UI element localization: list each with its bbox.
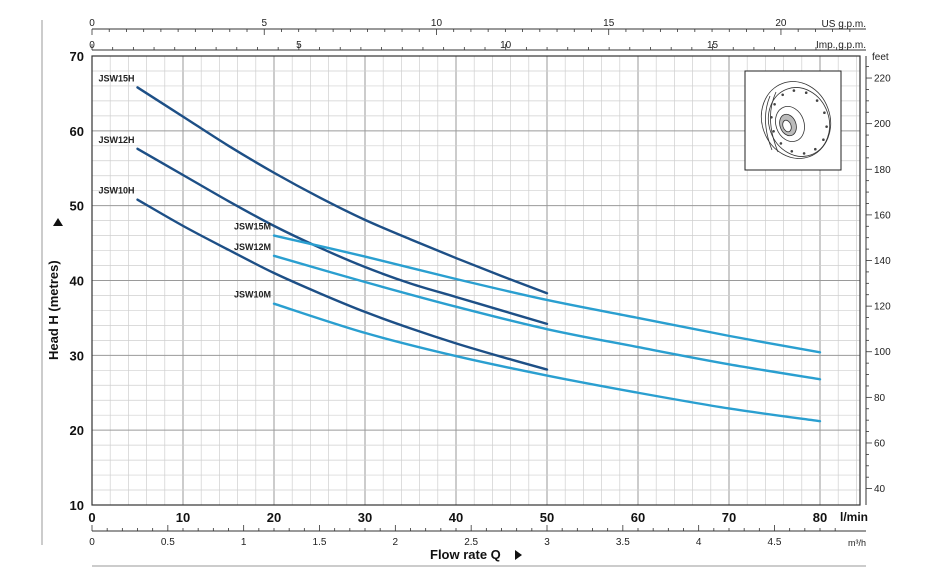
bolt-hole xyxy=(822,138,825,141)
series-label-jsw12m: JSW12M xyxy=(234,242,271,252)
m3h-tick-label: 0.5 xyxy=(161,537,175,548)
bolt-hole xyxy=(823,111,826,114)
bolt-hole xyxy=(814,147,817,151)
x-tick-label: 0 xyxy=(88,510,95,525)
top-flow-axes: 0 5 10 15 20 0 5 10 15 US g.p.m. Imp. g.p.m. xyxy=(89,18,866,51)
x-tick-label: 60 xyxy=(631,510,645,525)
bolt-hole xyxy=(781,93,784,97)
series-label-jsw10h: JSW10H xyxy=(98,186,134,196)
feet-tick-label: 80 xyxy=(874,393,886,404)
us-gpm-tick-label: 15 xyxy=(603,18,615,29)
m3h-tick-label: 4 xyxy=(696,537,702,548)
imp-gpm-axis-label: Imp. g.p.m. xyxy=(816,40,866,51)
feet-tick-label: 60 xyxy=(874,438,886,449)
bolt-hole xyxy=(779,142,783,145)
series-label-jsw15m: JSW15M xyxy=(234,222,271,232)
y-axis-label: Head H (metres) xyxy=(46,260,61,360)
series-line-jsw15m xyxy=(272,234,822,354)
bolt-hole xyxy=(804,91,808,94)
series-line-jsw12h xyxy=(136,147,549,326)
series-line-jsw12m xyxy=(272,254,822,381)
y-tick-label: 40 xyxy=(70,274,84,289)
bolt-hole xyxy=(825,125,828,128)
y-tick-label: 50 xyxy=(70,199,84,214)
feet-tick-label: 180 xyxy=(874,165,891,176)
x-tick-label: 10 xyxy=(176,510,190,525)
us-gpm-tick-label: 0 xyxy=(89,18,95,29)
y-axis-ticks: 10 20 30 40 50 60 70 xyxy=(70,49,84,513)
feet-axis-label: feet xyxy=(872,52,889,63)
m3h-tick-label: 3.5 xyxy=(616,537,630,548)
x-tick-label: 20 xyxy=(267,510,281,525)
feet-tick-label: 160 xyxy=(874,210,891,221)
imp-gpm-tick-label: 10 xyxy=(500,40,512,51)
x-axis-label: Flow rate Q xyxy=(430,547,501,562)
x-tick-label: 50 xyxy=(540,510,554,525)
m3h-tick-label: 1 xyxy=(241,537,247,548)
m3h-tick-label: 0 xyxy=(89,537,95,548)
feet-tick-label: 120 xyxy=(874,302,891,313)
x-axis-ticks: 0 10 20 30 40 50 60 70 80 xyxy=(88,510,827,525)
feet-tick-label: 200 xyxy=(874,119,891,130)
bolt-hole xyxy=(770,116,773,119)
series-line-jsw15h xyxy=(136,86,549,295)
x-axis-unit: l/min xyxy=(840,510,868,524)
y-tick-label: 30 xyxy=(70,348,84,363)
series: JSW15H JSW12H JSW10H JSW15M JSW12M JSW10M xyxy=(98,73,822,423)
x-tick-label: 70 xyxy=(722,510,736,525)
series-line-jsw10h xyxy=(136,198,549,371)
m3h-axis-ticks: 0 0.5 1 1.5 2 2.5 3 3.5 4 4.5 xyxy=(89,525,836,548)
x-axis-arrow-icon xyxy=(515,550,522,560)
series-label-jsw15h: JSW15H xyxy=(98,73,134,83)
x-tick-label: 40 xyxy=(449,510,463,525)
y-tick-label: 20 xyxy=(70,423,84,438)
plot-frame xyxy=(91,55,861,506)
y-tick-label: 70 xyxy=(70,49,84,64)
m3h-tick-label: 3 xyxy=(544,537,550,548)
m3h-tick-label: 4.5 xyxy=(768,537,782,548)
series-label-jsw12h: JSW12H xyxy=(98,135,134,145)
imp-gpm-tick-label: 15 xyxy=(707,40,719,51)
x-tick-label: 80 xyxy=(813,510,827,525)
bolt-hole xyxy=(792,89,796,92)
series-label-jsw10m: JSW10M xyxy=(234,290,271,300)
y-axis-arrow-icon xyxy=(53,218,63,226)
m3h-axis-label: m³/h xyxy=(848,538,866,548)
us-gpm-tick-label: 5 xyxy=(261,18,267,29)
bolt-hole xyxy=(815,99,819,102)
y-axis-title: Head H (metres) xyxy=(46,260,61,360)
imp-gpm-tick-label: 5 xyxy=(296,40,302,51)
us-gpm-axis-label: US g.p.m. xyxy=(822,19,866,30)
imp-gpm-tick-label: 0 xyxy=(89,40,95,51)
us-gpm-tick-label: 20 xyxy=(775,18,787,29)
m3h-tick-label: 1.5 xyxy=(313,537,327,548)
bolt-hole xyxy=(790,150,794,153)
feet-axis-ticks: 40 60 80 100 120 140 160 180 200 220 xyxy=(865,56,891,505)
bolt-hole xyxy=(773,103,776,106)
us-gpm-tick-label: 10 xyxy=(431,18,443,29)
bolt-hole xyxy=(802,152,806,155)
m3h-tick-label: 2.5 xyxy=(464,537,478,548)
series-line-jsw10m xyxy=(272,302,822,423)
bolt-hole xyxy=(772,130,775,133)
feet-tick-label: 40 xyxy=(874,484,886,495)
m3h-tick-label: 2 xyxy=(393,537,399,548)
y-tick-label: 60 xyxy=(70,124,84,139)
impeller-drawing xyxy=(744,70,842,171)
x-tick-label: 30 xyxy=(358,510,372,525)
feet-tick-label: 100 xyxy=(874,347,891,358)
impeller-bolt-holes xyxy=(770,89,828,155)
impeller-icon xyxy=(760,81,832,159)
feet-tick-label: 140 xyxy=(874,256,891,267)
feet-tick-label: 220 xyxy=(874,74,891,85)
y-tick-label: 10 xyxy=(70,498,84,513)
